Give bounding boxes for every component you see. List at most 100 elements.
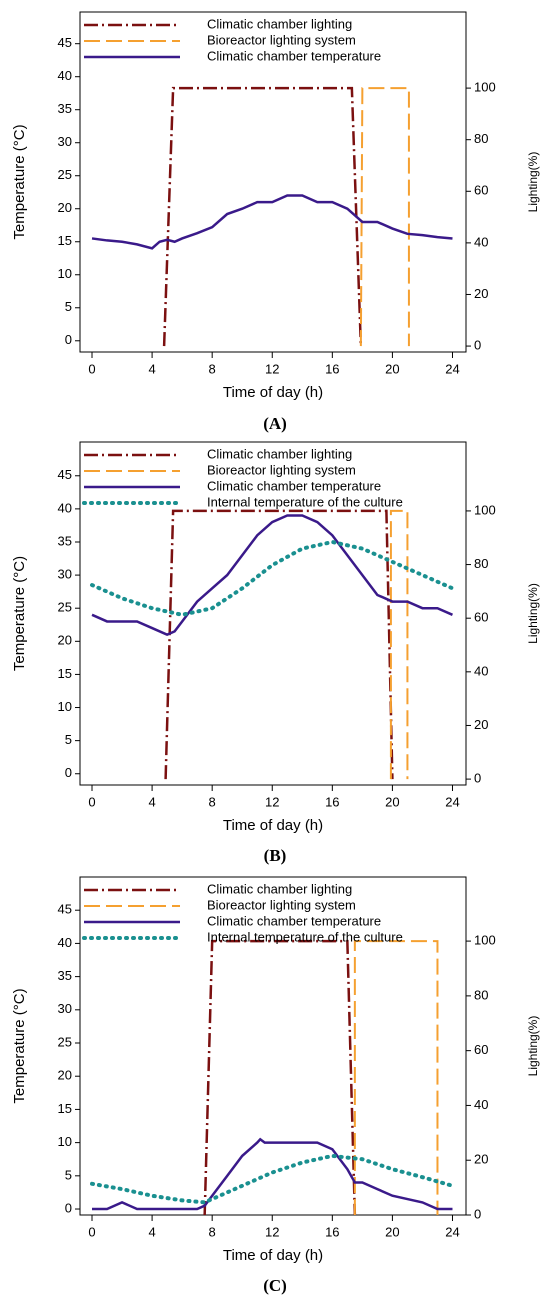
y-tick-label: 35 bbox=[58, 101, 72, 116]
y-tick-label: 40 bbox=[58, 935, 72, 950]
y-tick-label: 40 bbox=[58, 68, 72, 83]
y-tick-label: 35 bbox=[58, 968, 72, 983]
legend-label: Climatic chamber lighting bbox=[207, 446, 352, 461]
x-tick-label: 16 bbox=[325, 1224, 339, 1239]
x-axis-title: Time of day (h) bbox=[223, 1247, 323, 1264]
y-tick-label: 15 bbox=[58, 666, 72, 681]
y-tick-label: 20 bbox=[58, 1068, 72, 1083]
series-line bbox=[359, 87, 410, 347]
legend-label: Bioreactor lighting system bbox=[207, 462, 356, 477]
y2-tick-label: 80 bbox=[474, 556, 488, 571]
legend-label: Internal temperature of the culture bbox=[207, 929, 403, 944]
x-tick-label: 4 bbox=[148, 361, 155, 376]
y-tick-label: 30 bbox=[58, 134, 72, 149]
y-tick-label: 15 bbox=[58, 1101, 72, 1116]
legend-label: Climatic chamber lighting bbox=[207, 881, 352, 896]
y-tick-label: 5 bbox=[65, 1167, 72, 1182]
y2-tick-label: 40 bbox=[474, 1097, 488, 1112]
y-tick-label: 5 bbox=[65, 732, 72, 747]
y-tick-label: 35 bbox=[58, 533, 72, 548]
y-tick-label: 5 bbox=[65, 299, 72, 314]
y-tick-label: 30 bbox=[58, 567, 72, 582]
legend-label: Climatic chamber temperature bbox=[207, 913, 381, 928]
x-tick-label: 0 bbox=[88, 1224, 95, 1239]
x-tick-label: 8 bbox=[209, 1224, 216, 1239]
y2-tick-label: 60 bbox=[474, 610, 488, 625]
y-tick-label: 45 bbox=[58, 467, 72, 482]
y-tick-label: 45 bbox=[58, 35, 72, 50]
plot-frame bbox=[79, 11, 467, 353]
panel-label: (C) bbox=[263, 1276, 287, 1295]
x-tick-label: 24 bbox=[445, 794, 459, 809]
x-tick-label: 8 bbox=[209, 794, 216, 809]
y-tick-label: 0 bbox=[65, 765, 72, 780]
x-tick-label: 12 bbox=[265, 794, 279, 809]
y-tick-label: 20 bbox=[58, 633, 72, 648]
y2-tick-label: 0 bbox=[474, 1206, 481, 1221]
y-tick-label: 10 bbox=[58, 266, 72, 281]
legend-label: Internal temperature of the culture bbox=[207, 494, 403, 509]
y2-tick-label: 80 bbox=[474, 987, 488, 1002]
x-tick-label: 4 bbox=[148, 1224, 155, 1239]
y2-tick-label: 80 bbox=[474, 131, 488, 146]
x-axis-title: Time of day (h) bbox=[223, 384, 323, 401]
y2-axis-title: Lighting(%) bbox=[526, 152, 540, 213]
y-axis-title: Temperature (°C) bbox=[11, 556, 28, 671]
series-line bbox=[353, 940, 439, 1215]
y-tick-label: 15 bbox=[58, 233, 72, 248]
y-tick-label: 10 bbox=[58, 699, 72, 714]
x-tick-label: 24 bbox=[445, 1224, 459, 1239]
y-tick-label: 20 bbox=[58, 200, 72, 215]
x-tick-label: 20 bbox=[385, 794, 399, 809]
y2-tick-label: 40 bbox=[474, 663, 488, 678]
y-tick-label: 25 bbox=[58, 600, 72, 615]
y2-tick-label: 60 bbox=[474, 183, 488, 198]
legend-label: Bioreactor lighting system bbox=[207, 897, 356, 912]
panel-label: (B) bbox=[264, 846, 287, 865]
series-line bbox=[90, 539, 455, 617]
legend-label: Climatic chamber lighting bbox=[207, 16, 352, 31]
x-tick-label: 8 bbox=[209, 361, 216, 376]
y-tick-label: 30 bbox=[58, 1001, 72, 1016]
y-tick-label: 25 bbox=[58, 1034, 72, 1049]
y2-tick-label: 100 bbox=[474, 502, 496, 517]
y-tick-label: 25 bbox=[58, 167, 72, 182]
y-tick-label: 0 bbox=[65, 332, 72, 347]
y2-axis-title: Lighting(%) bbox=[526, 583, 540, 644]
x-tick-label: 20 bbox=[385, 1224, 399, 1239]
panel-label: (A) bbox=[263, 414, 287, 433]
series-line bbox=[162, 86, 363, 347]
y-tick-label: 10 bbox=[58, 1134, 72, 1149]
x-tick-label: 0 bbox=[88, 361, 95, 376]
x-tick-label: 16 bbox=[325, 361, 339, 376]
y2-tick-label: 40 bbox=[474, 234, 488, 249]
y2-tick-label: 100 bbox=[474, 80, 496, 95]
x-tick-label: 12 bbox=[265, 361, 279, 376]
y2-tick-label: 0 bbox=[474, 771, 481, 786]
y2-tick-label: 20 bbox=[474, 1152, 488, 1167]
y-tick-label: 0 bbox=[65, 1200, 72, 1215]
y2-tick-label: 60 bbox=[474, 1042, 488, 1057]
legend-label: Bioreactor lighting system bbox=[207, 32, 356, 47]
series-line bbox=[91, 194, 453, 250]
y-axis-title: Temperature (°C) bbox=[11, 124, 28, 239]
plot-frame bbox=[79, 876, 467, 1216]
x-axis-title: Time of day (h) bbox=[223, 817, 323, 834]
x-tick-label: 12 bbox=[265, 1224, 279, 1239]
series-line bbox=[92, 1137, 453, 1211]
y2-axis-title: Lighting(%) bbox=[526, 1016, 540, 1077]
x-tick-label: 16 bbox=[325, 794, 339, 809]
legend-label: Climatic chamber temperature bbox=[207, 478, 381, 493]
y-axis-title: Temperature (°C) bbox=[11, 988, 28, 1103]
y2-tick-label: 20 bbox=[474, 286, 488, 301]
y2-tick-label: 20 bbox=[474, 717, 488, 732]
y2-tick-label: 0 bbox=[474, 338, 481, 353]
plot-frame bbox=[79, 441, 467, 786]
series-line bbox=[203, 939, 357, 1216]
y2-tick-label: 100 bbox=[474, 933, 496, 948]
y-tick-label: 45 bbox=[58, 902, 72, 917]
x-tick-label: 24 bbox=[445, 361, 459, 376]
series-line bbox=[91, 514, 453, 637]
